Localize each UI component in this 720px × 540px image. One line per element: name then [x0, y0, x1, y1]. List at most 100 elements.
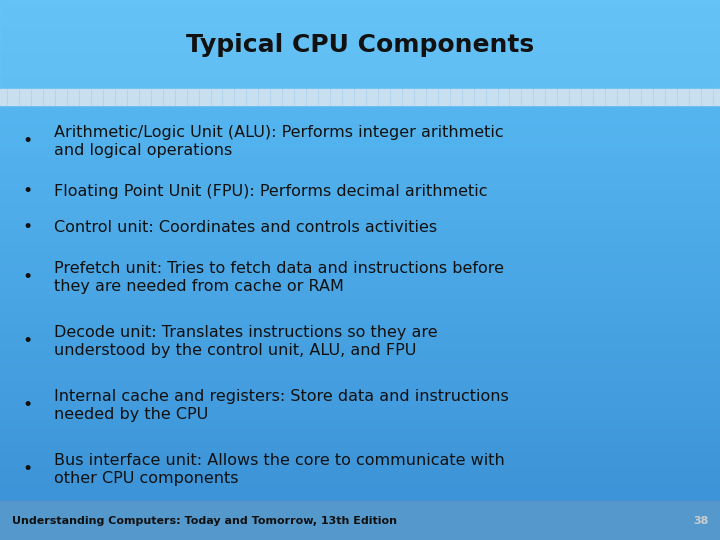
Text: •: •	[22, 218, 32, 237]
Bar	[0, 202, 720, 205]
Bar	[0, 286, 720, 289]
Bar	[0, 375, 720, 378]
Bar	[0, 100, 720, 103]
Bar	[0, 205, 720, 208]
Bar	[0, 486, 720, 489]
Bar	[0, 289, 720, 292]
Bar	[0, 373, 720, 375]
Bar	[0, 443, 720, 445]
Bar	[0, 46, 720, 49]
Bar	[0, 138, 720, 140]
Bar	[0, 432, 720, 435]
Bar	[0, 351, 720, 354]
Bar	[0, 354, 720, 356]
Bar	[0, 84, 720, 86]
Bar	[0, 265, 720, 267]
Bar	[0, 321, 720, 324]
Bar	[0, 424, 720, 427]
Bar	[0, 243, 720, 246]
Bar	[0, 68, 720, 70]
Bar	[0, 232, 720, 235]
Bar	[0, 348, 720, 351]
Bar	[0, 5, 720, 8]
Bar	[0, 246, 720, 248]
Bar	[0, 189, 720, 192]
Bar	[0, 343, 720, 346]
Text: •: •	[22, 460, 32, 478]
Bar	[0, 327, 720, 329]
Bar	[0, 356, 720, 359]
Bar	[0, 76, 720, 78]
Bar	[0, 178, 720, 181]
Bar	[0, 532, 720, 535]
Text: Prefetch unit: Tries to fetch data and instructions before
they are needed from : Prefetch unit: Tries to fetch data and i…	[54, 261, 504, 294]
Bar	[0, 446, 720, 448]
Bar	[0, 273, 720, 275]
Bar	[0, 0, 720, 89]
Bar	[0, 159, 720, 162]
Bar	[0, 57, 720, 59]
Bar	[0, 297, 720, 300]
Bar	[0, 481, 720, 483]
Bar	[0, 394, 720, 397]
Bar	[0, 51, 720, 54]
Bar	[0, 313, 720, 316]
Bar	[0, 54, 720, 57]
Text: •: •	[22, 268, 32, 286]
Bar	[0, 364, 720, 367]
Bar	[0, 81, 720, 84]
Bar	[0, 154, 720, 157]
Bar	[0, 59, 720, 62]
Bar	[0, 346, 720, 348]
Bar	[0, 475, 720, 478]
Bar	[0, 502, 720, 505]
Bar	[0, 526, 720, 529]
Bar	[0, 454, 720, 456]
Bar	[0, 78, 720, 81]
Bar	[0, 329, 720, 332]
Bar	[0, 462, 720, 464]
Bar	[0, 30, 720, 32]
Bar	[0, 397, 720, 400]
Bar	[0, 14, 720, 16]
Bar	[0, 513, 720, 516]
Text: Typical CPU Components: Typical CPU Components	[186, 32, 534, 57]
Bar	[0, 459, 720, 462]
Bar	[0, 62, 720, 65]
Bar	[0, 124, 720, 127]
Bar	[0, 316, 720, 319]
Text: 38: 38	[693, 516, 708, 525]
Bar	[0, 518, 720, 521]
Text: Arithmetic/Logic Unit (ALU): Performs integer arithmetic
and logical operations: Arithmetic/Logic Unit (ALU): Performs in…	[54, 125, 503, 158]
Bar	[0, 319, 720, 321]
Bar	[0, 521, 720, 524]
Bar	[0, 16, 720, 19]
Bar	[0, 402, 720, 405]
Bar	[0, 22, 720, 24]
Bar	[0, 167, 720, 170]
Bar	[0, 116, 720, 119]
Bar	[0, 86, 720, 89]
Bar	[0, 405, 720, 408]
Bar	[0, 300, 720, 302]
Bar	[0, 435, 720, 437]
Bar	[0, 11, 720, 14]
Bar	[0, 262, 720, 265]
Bar	[0, 367, 720, 370]
Bar	[0, 421, 720, 424]
Bar	[0, 400, 720, 402]
Bar	[0, 32, 720, 35]
Bar	[0, 467, 720, 470]
Bar	[0, 97, 720, 100]
Bar	[0, 386, 720, 389]
Bar	[0, 338, 720, 340]
Text: Internal cache and registers: Store data and instructions
needed by the CPU: Internal cache and registers: Store data…	[54, 389, 509, 422]
Bar	[0, 65, 720, 68]
Bar	[0, 143, 720, 146]
Bar	[0, 362, 720, 364]
Bar	[0, 157, 720, 159]
Bar	[0, 40, 720, 43]
Bar	[0, 440, 720, 443]
Bar	[0, 340, 720, 343]
Bar	[0, 500, 720, 502]
